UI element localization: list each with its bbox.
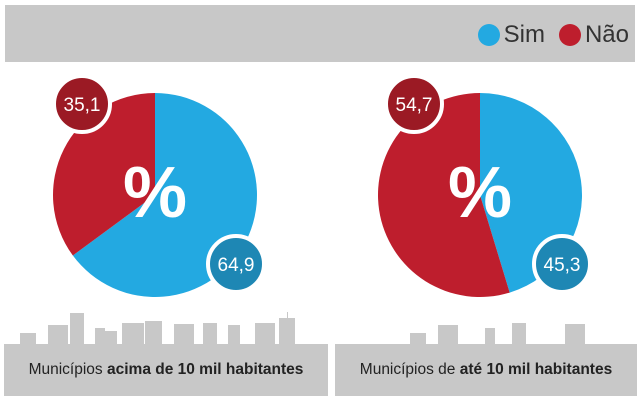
legend-item-sim: Sim	[477, 21, 545, 49]
title-bold: acima de 10 mil habitantes	[106, 361, 304, 378]
data-label: 64,9	[218, 255, 255, 276]
legend-swatch-sim	[477, 24, 500, 46]
title-normal: Municípios de	[359, 361, 460, 378]
percent-symbol: %	[448, 153, 512, 233]
legend: Sim Não	[464, 21, 629, 49]
legend-label: Sim	[503, 21, 545, 48]
value-badge-sim	[206, 234, 266, 294]
chart-title-left: Municípios acima de 10 mil habitantes	[4, 344, 328, 396]
data-label: 54,7	[396, 95, 433, 116]
pie-slice-não	[378, 93, 510, 297]
title-normal: Municípios	[28, 361, 107, 378]
legend-label: Não	[584, 21, 629, 48]
pie-charts: % 64,9 35,1% 45,3 54,7	[52, 74, 592, 297]
title-bold: até 10 mil habitantes	[459, 361, 613, 378]
data-label: 35,1	[64, 95, 101, 116]
percent-symbol: %	[123, 153, 187, 233]
legend-bar: Sim Não	[5, 5, 635, 62]
legend-swatch-nao	[558, 24, 581, 46]
data-label: 45,3	[544, 255, 581, 276]
legend-item-nao: Não	[558, 21, 629, 49]
value-badge-não	[384, 74, 444, 134]
pie-slice-sim	[72, 93, 257, 297]
value-badge-não	[52, 74, 112, 134]
chart-title-right: Municípios de até 10 mil habitantes	[335, 344, 637, 396]
value-badge-sim	[532, 234, 592, 294]
